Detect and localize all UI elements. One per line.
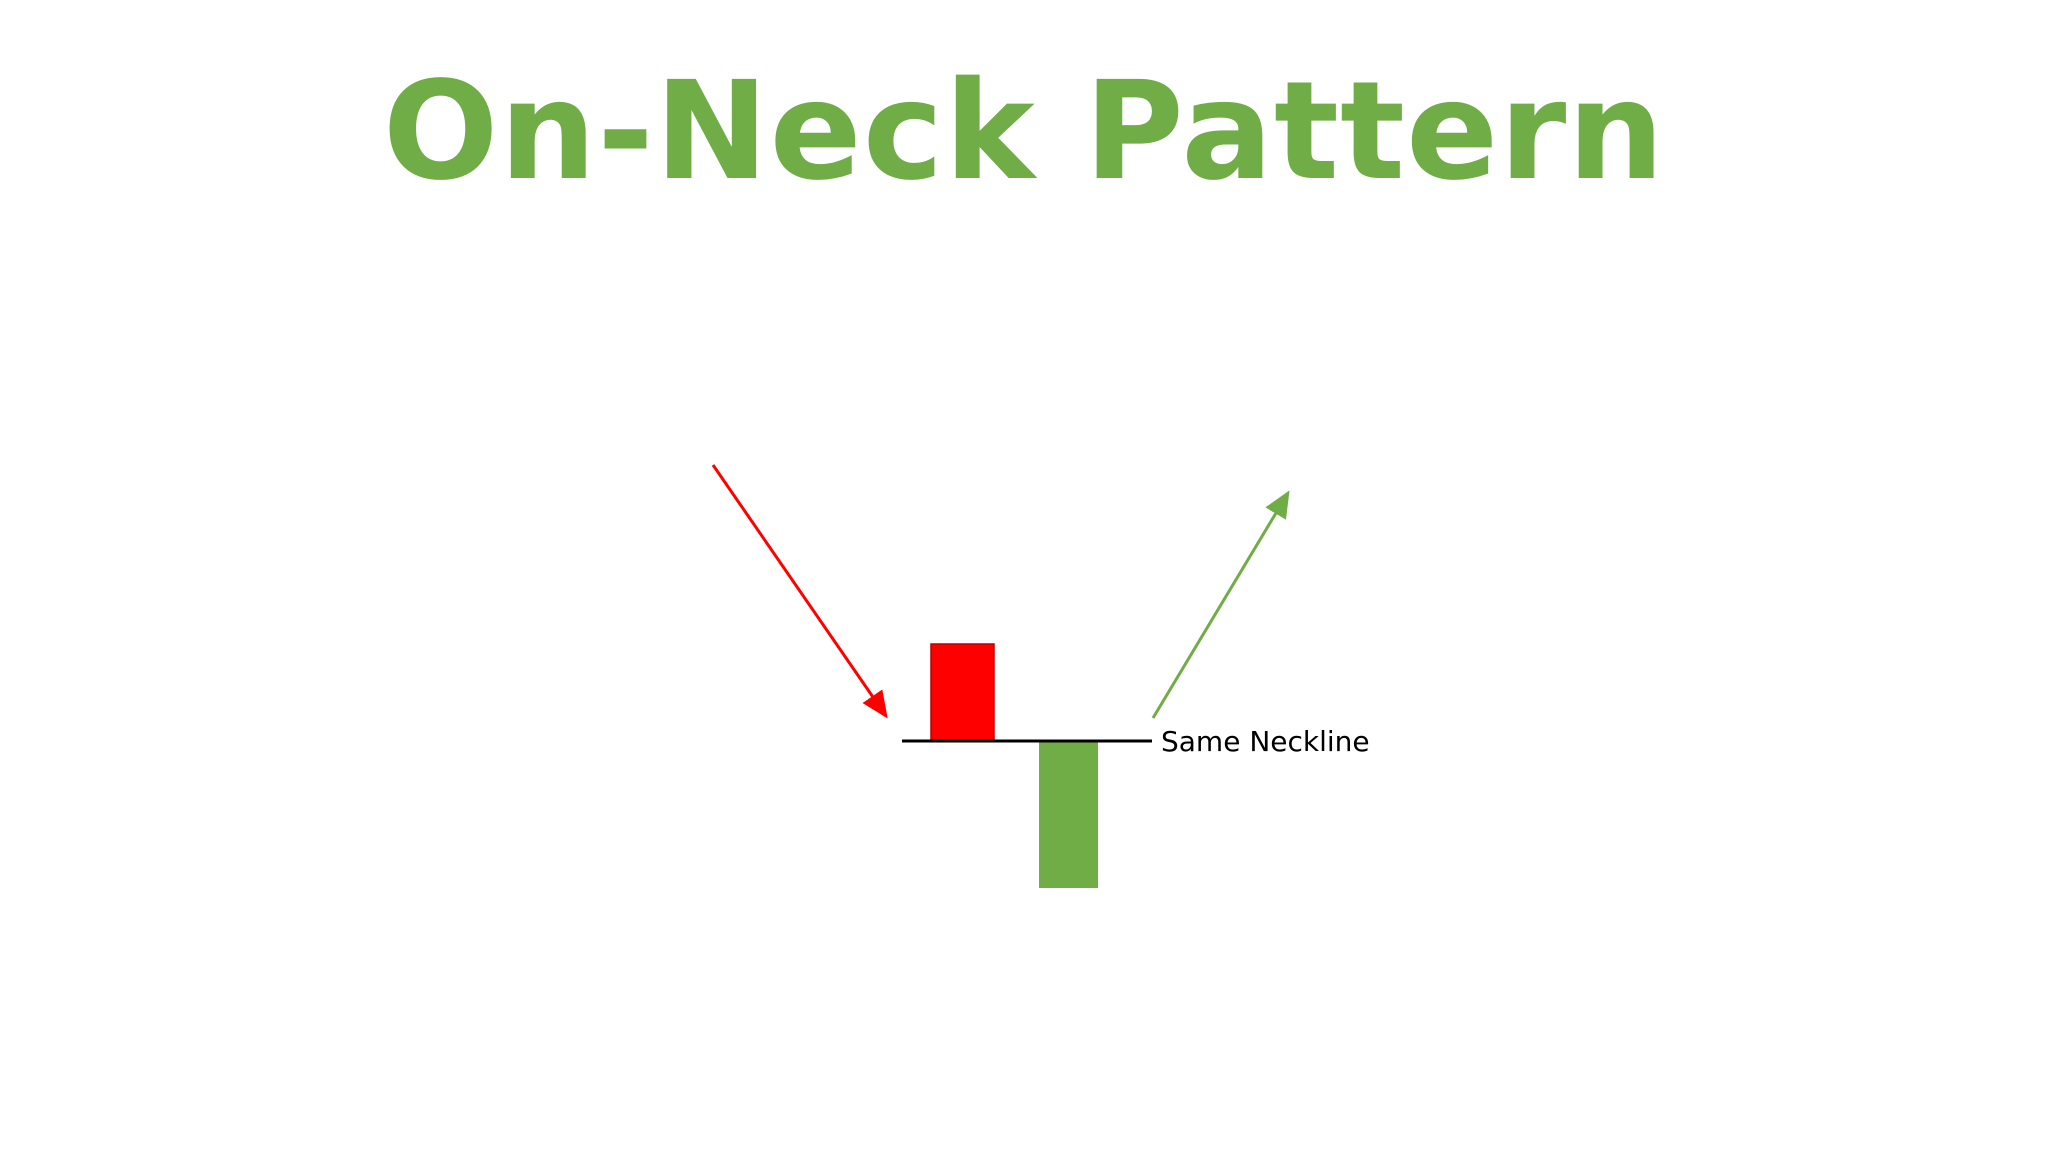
downtrend-arrow — [711, 464, 888, 719]
bullish-candle — [1039, 741, 1098, 888]
neckline-label: Same Neckline — [1161, 725, 1370, 758]
uptrend-arrow — [1151, 490, 1290, 719]
bearish-candle — [930, 643, 995, 742]
page-title: On-Neck Pattern — [382, 53, 1666, 211]
